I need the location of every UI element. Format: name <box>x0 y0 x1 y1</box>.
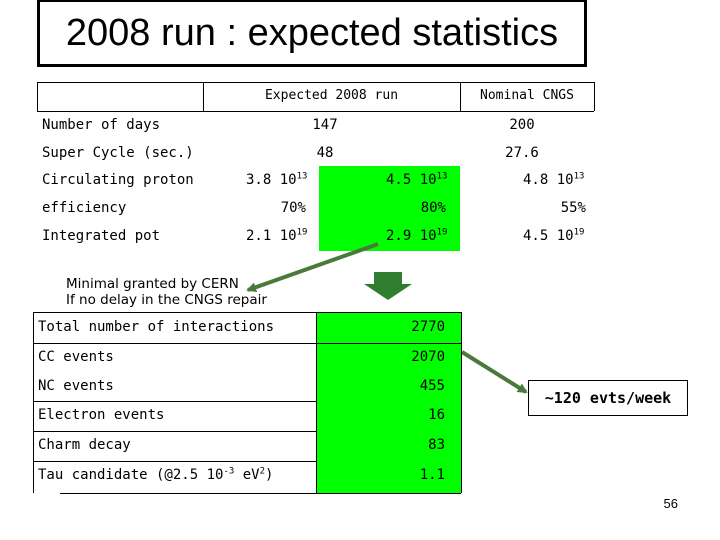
bottom-table-border-left <box>33 312 34 493</box>
value-charm-decay: 83 <box>428 437 445 453</box>
bottom-table-border-right <box>461 312 462 493</box>
arrow-to-rate <box>460 350 528 394</box>
row-label-days: Number of days <box>42 117 161 133</box>
col-header-expected: Expected 2008 run <box>264 88 399 103</box>
value-electron-events: 16 <box>428 407 445 423</box>
super-cycle-expected: 48 <box>316 145 334 161</box>
bottom-table-line-1 <box>33 343 461 344</box>
annotation-line-1: Minimal granted by CERN <box>66 276 239 292</box>
row-label-circulating: Circulating proton <box>42 172 194 188</box>
page-title: 2008 run : expected statistics <box>65 11 559 54</box>
row-label-cc-events: CC events <box>38 349 114 365</box>
row-label-pot: Integrated pot <box>42 228 161 244</box>
bottom-table-divider <box>316 312 317 493</box>
top-table-border-left <box>37 82 38 111</box>
down-block-arrow-icon <box>364 272 412 300</box>
circulating-c: 4.8 1013 <box>523 171 585 188</box>
super-cycle-nominal: 27.6 <box>505 145 539 161</box>
row-label-tau-candidate: Tau candidate (@2.5 10-3 eV2) <box>38 466 274 483</box>
highlight-values-column <box>316 312 461 493</box>
bottom-table-line-3 <box>33 431 316 432</box>
bottom-table-border-bottom <box>60 493 461 494</box>
annotation-minimal-granted: Minimal granted by CERN If no delay in t… <box>66 276 267 308</box>
value-nc-events: 455 <box>419 378 445 394</box>
rate-box: ~120 evts/week <box>528 380 688 416</box>
efficiency-a: 70% <box>280 200 306 216</box>
days-nominal: 200 <box>509 117 535 133</box>
row-label-total-interactions: Total number of interactions <box>38 319 275 335</box>
top-table-divider-2 <box>460 82 461 111</box>
bottom-table-border-top <box>33 312 461 313</box>
pot-a: 2.1 1019 <box>246 227 308 244</box>
arrow-to-expected <box>246 242 379 293</box>
efficiency-c: 55% <box>560 200 586 216</box>
value-total-interactions: 2770 <box>411 319 445 335</box>
top-table-divider-1 <box>203 82 204 111</box>
rate-box-text: ~120 evts/week <box>544 389 672 407</box>
row-label-electron-events: Electron events <box>38 407 165 423</box>
days-expected: 147 <box>312 117 338 133</box>
row-label-nc-events: NC events <box>38 378 114 394</box>
top-table-border-top <box>37 82 594 83</box>
page-number: 56 <box>663 496 678 511</box>
title-box: 2008 run : expected statistics <box>38 0 586 66</box>
annotation-line-2: If no delay in the CNGS repair <box>66 292 267 308</box>
row-label-charm-decay: Charm decay <box>38 437 131 453</box>
efficiency-b: 80% <box>420 200 446 216</box>
highlight-expected-column <box>319 166 460 251</box>
row-label-efficiency: efficiency <box>42 200 127 216</box>
value-cc-events: 2070 <box>411 349 445 365</box>
value-tau-candidate: 1.1 <box>419 467 445 483</box>
top-table-border-header <box>37 111 594 112</box>
circulating-b: 4.5 1013 <box>386 171 448 188</box>
col-header-nominal: Nominal CNGS <box>480 88 574 103</box>
bottom-table-line-4 <box>33 461 316 462</box>
bottom-table-line-2 <box>33 401 316 402</box>
top-table-border-right <box>594 82 595 111</box>
pot-b: 2.9 1019 <box>386 227 448 244</box>
circulating-a: 3.8 1013 <box>246 171 308 188</box>
row-label-super-cycle: Super Cycle (sec.) <box>42 145 194 161</box>
pot-c: 4.5 1019 <box>523 227 585 244</box>
